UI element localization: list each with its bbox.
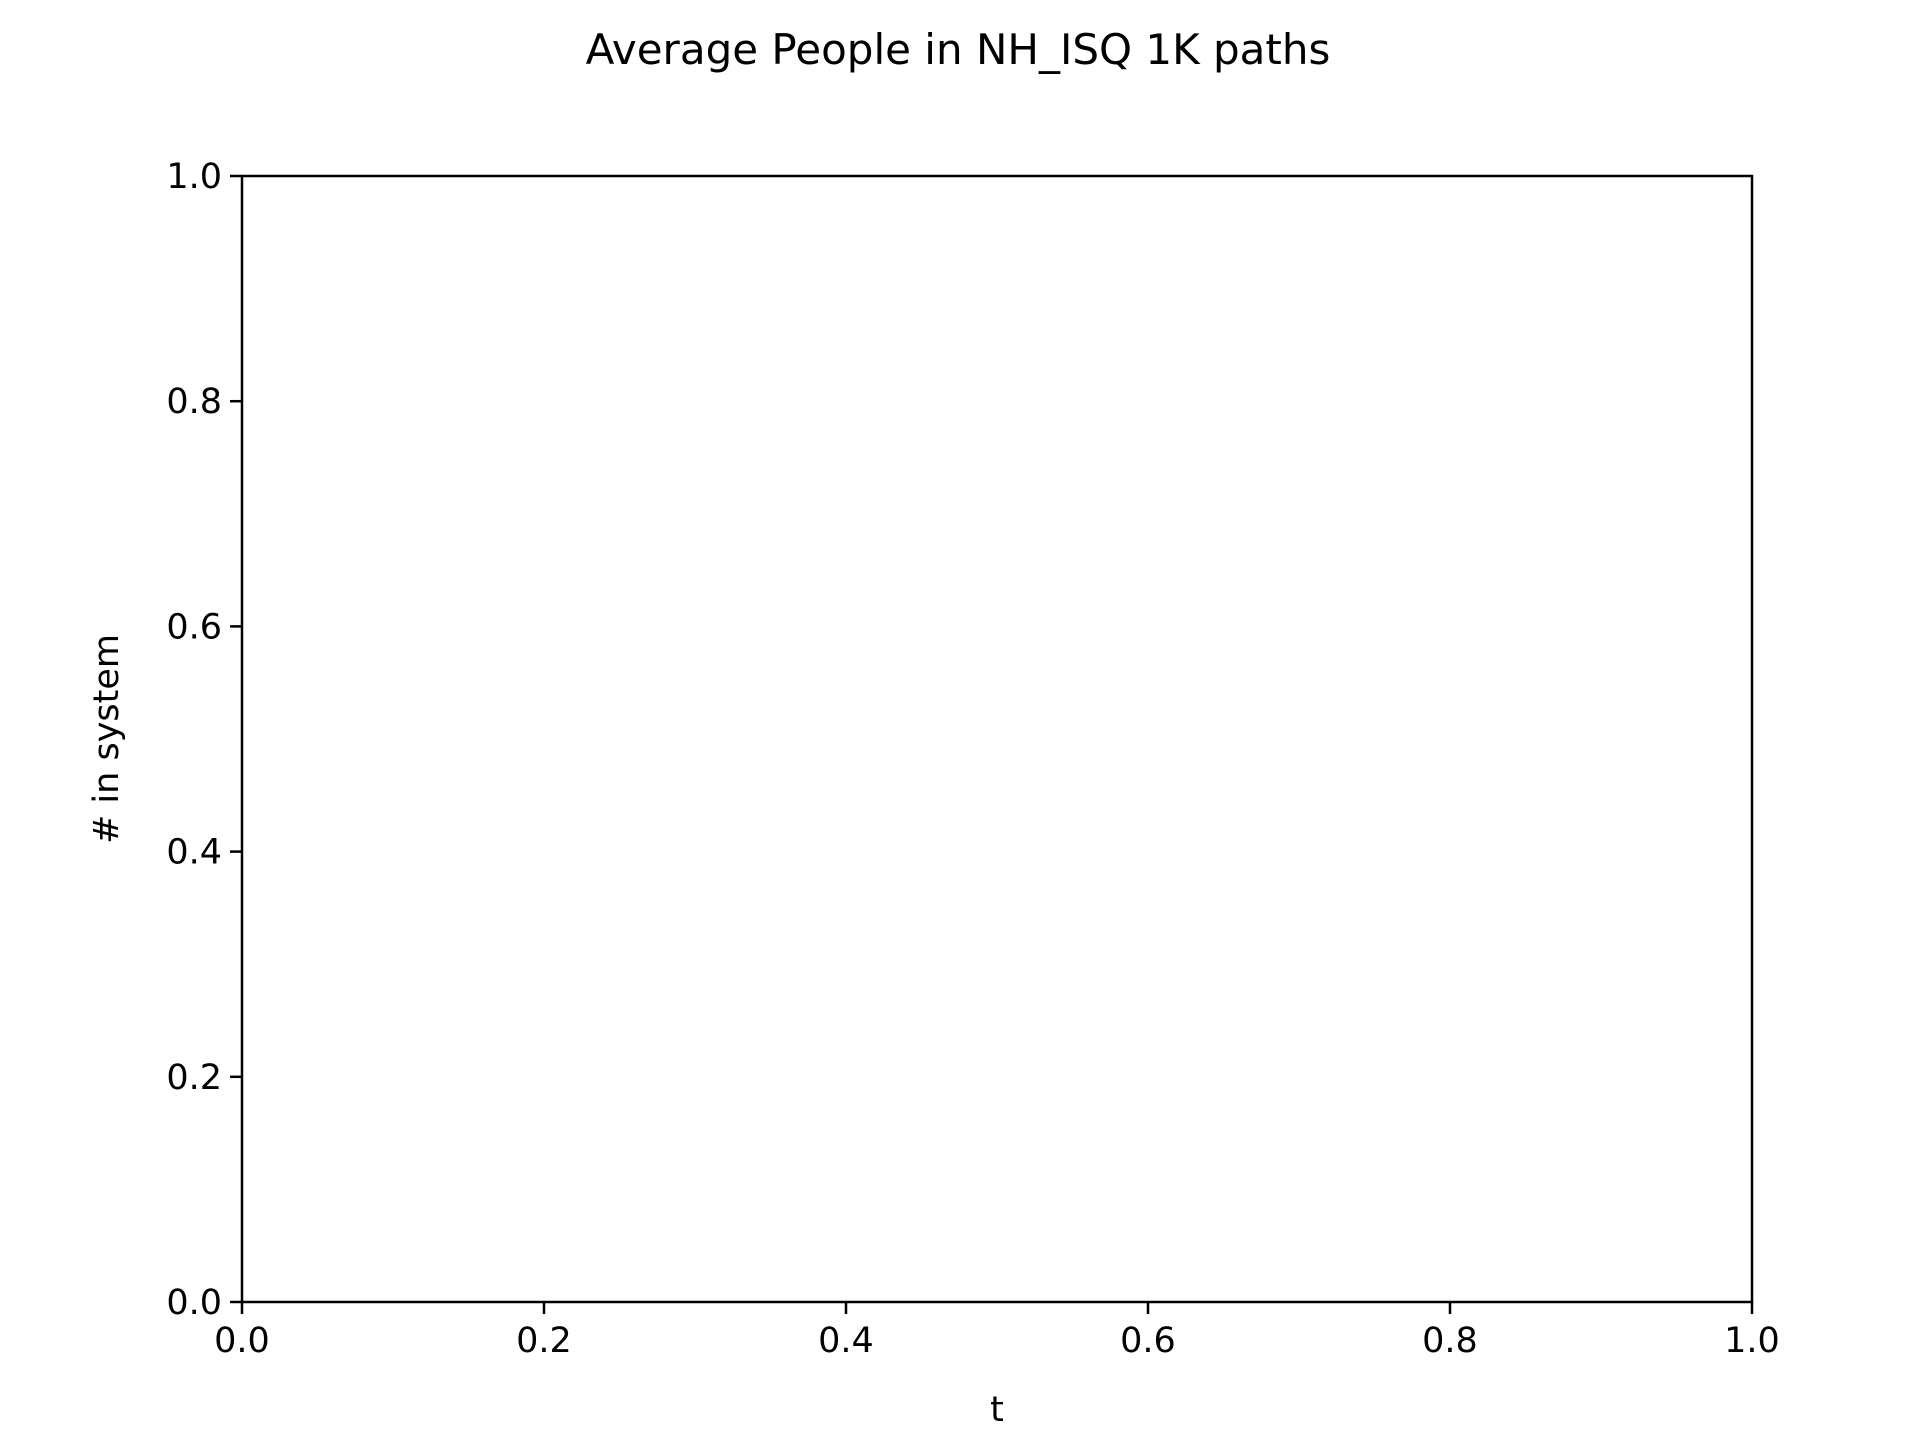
x-axis-label: t xyxy=(990,1390,1004,1430)
y-tick-label: 0.6 xyxy=(166,607,222,647)
x-tick-label: 0.2 xyxy=(516,1321,572,1361)
y-axis-label: # in system xyxy=(87,634,127,844)
axes-frame xyxy=(240,174,1754,1304)
x-tick-label: 0.8 xyxy=(1422,1321,1478,1361)
x-tick-label: 0.4 xyxy=(818,1321,874,1361)
x-tick-label: 1.0 xyxy=(1724,1321,1780,1361)
x-axis: 0.0 0.2 0.4 0.6 0.8 1.0 xyxy=(214,1302,1780,1361)
plot-area: 0.0 0.2 0.4 0.6 0.8 1.0 0.0 0.2 0.4 0.6 0.8 1.0 xyxy=(166,157,1780,1361)
chart-title: Average People in NH_ISQ 1K paths xyxy=(586,25,1331,74)
y-axis: 0.0 0.2 0.4 0.6 0.8 1.0 xyxy=(166,157,242,1323)
y-tick-label: 1.0 xyxy=(166,157,222,197)
x-tick-label: 0.6 xyxy=(1120,1321,1176,1361)
y-tick-label: 0.0 xyxy=(166,1283,222,1323)
y-tick-label: 0.8 xyxy=(166,382,222,422)
y-tick-label: 0.4 xyxy=(166,833,222,873)
x-tick-label: 0.0 xyxy=(214,1321,270,1361)
y-tick-label: 0.2 xyxy=(166,1058,222,1098)
